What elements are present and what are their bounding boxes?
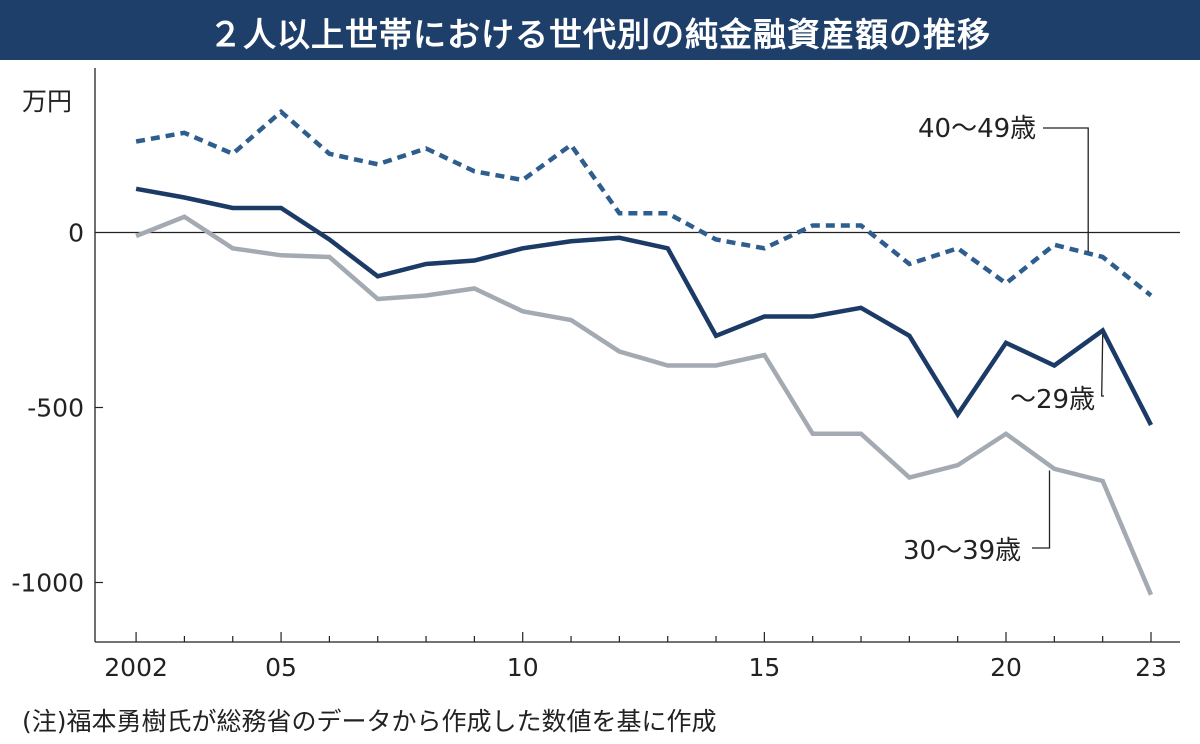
series-line-30s — [135, 214, 1154, 596]
series-labels: 40～49歳 ～29歳 30～39歳 — [903, 114, 1104, 566]
series-label-40s: 40～49歳 — [918, 114, 1036, 144]
series-line-u29 — [135, 186, 1154, 427]
series-label-30s: 30～39歳 — [903, 536, 1021, 566]
x-tick-label: 15 — [748, 653, 780, 682]
x-tick-label: 2002 — [104, 653, 168, 682]
leader-line-u29 — [1101, 334, 1104, 397]
axes: 万円 0 -500 -1000 2002 05 10 15 20 23 — [11, 68, 1180, 682]
leader-line-40s — [1043, 127, 1089, 252]
series-lines — [135, 108, 1154, 596]
x-tick-label: 23 — [1135, 653, 1167, 682]
y-tick-label: -500 — [27, 394, 84, 423]
series-label-u29: ～29歳 — [1010, 385, 1095, 415]
x-tick-label: 10 — [507, 653, 539, 682]
y-tick-label: 0 — [68, 219, 84, 248]
x-tick-label: 05 — [265, 653, 297, 682]
x-tick-label: 20 — [990, 653, 1022, 682]
leader-line-30s — [1032, 470, 1051, 549]
chart-title: ２人以上世帯における世代別の純金融資産額の推移 — [209, 15, 991, 54]
y-axis-unit: 万円 — [22, 87, 72, 116]
source-note: (注)福本勇樹氏が総務省のデータから作成した数値を基に作成 — [22, 707, 717, 736]
series-line-40s — [135, 108, 1153, 298]
title-bar: ２人以上世帯における世代別の純金融資産額の推移 — [0, 0, 1200, 60]
y-tick-label: -1000 — [11, 569, 84, 598]
